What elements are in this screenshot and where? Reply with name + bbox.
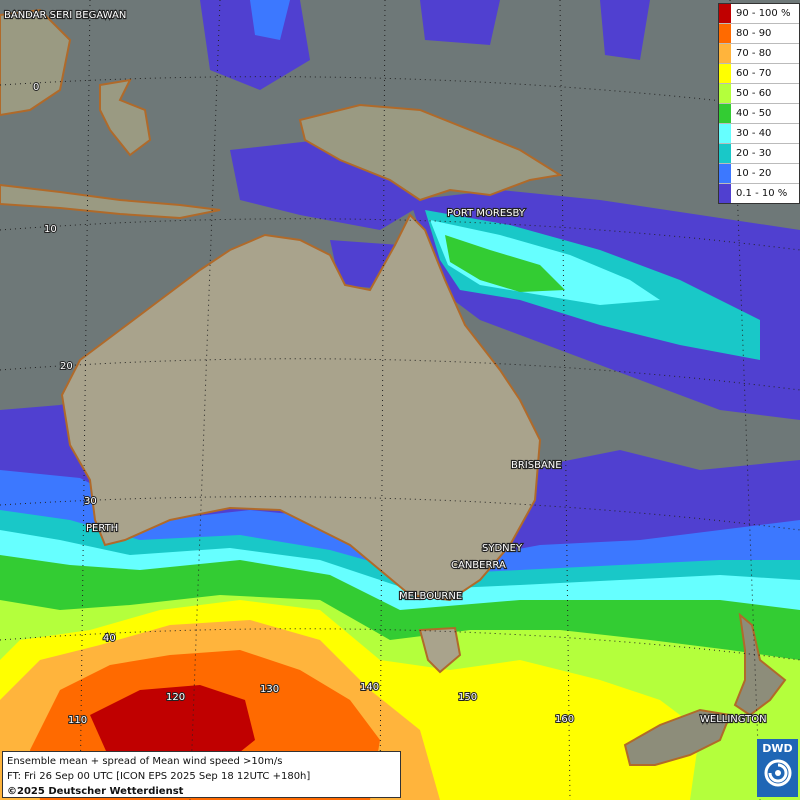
legend-label: 90 - 100 %: [736, 8, 791, 19]
dwd-logo: DWD: [757, 739, 798, 797]
info-copyright: ©2025 Deutscher Wetterdienst: [7, 786, 184, 797]
info-box: Ensemble mean + spread of Mean wind spee…: [2, 751, 401, 798]
legend-item: 80 - 90: [719, 24, 799, 44]
legend-label: 60 - 70: [736, 68, 772, 79]
legend-swatch: [719, 184, 731, 203]
legend-item: 20 - 30: [719, 144, 799, 164]
north-patch-6: [420, 0, 500, 45]
borneo-land: [0, 8, 72, 117]
city-melbourne: MELBOURNE: [399, 591, 462, 602]
legend-label: 70 - 80: [736, 48, 772, 59]
legend-item: 40 - 50: [719, 104, 799, 124]
legend-item: 0.1 - 10 %: [719, 184, 799, 203]
lat-label-0: 0: [33, 82, 39, 93]
legend-swatch: [719, 104, 731, 123]
lon-label-160: 160: [555, 714, 574, 725]
legend-swatch: [719, 124, 731, 143]
legend-label: 0.1 - 10 %: [736, 188, 788, 199]
legend-item: 50 - 60: [719, 84, 799, 104]
lon-label-140: 140: [360, 682, 379, 693]
lat-label-30: 30: [84, 496, 97, 507]
legend-item: 90 - 100 %: [719, 4, 799, 24]
legend-label: 10 - 20: [736, 168, 772, 179]
coral-sea-band-core: [445, 235, 565, 292]
legend-swatch: [719, 44, 731, 63]
legend: 90 - 100 % 80 - 90 70 - 80 60 - 70 50 - 60 40…: [718, 3, 800, 204]
tasmania-land: [418, 626, 462, 674]
city-sydney: SYDNEY: [482, 543, 523, 554]
info-title: Ensemble mean + spread of Mean wind spee…: [7, 756, 283, 767]
lon-label-110: 110: [68, 715, 87, 726]
city-wellington: WELLINGTON: [700, 714, 767, 725]
north-patch-2: [600, 0, 650, 60]
lat-label-40: 40: [103, 633, 116, 644]
info-forecast-time: FT: Fri 26 Sep 00 UTC [ICON EPS 2025 Sep…: [7, 771, 311, 782]
java-islands-land: [0, 183, 221, 220]
city-canberra: CANBERRA: [451, 560, 506, 571]
legend-label: 80 - 90: [736, 28, 772, 39]
legend-label: 40 - 50: [736, 108, 772, 119]
city-brisbane: BRISBANE: [511, 460, 562, 471]
legend-swatch: [719, 144, 731, 163]
coral-sea-band-inner: [430, 220, 660, 305]
prob-band-90-100: [90, 685, 255, 770]
legend-label: 20 - 30: [736, 148, 772, 159]
city-port-moresby: PORT MORESBY: [447, 208, 526, 219]
dwd-swirl-icon: [764, 759, 791, 787]
legend-swatch: [719, 24, 731, 43]
lon-label-150: 150: [458, 692, 477, 703]
city-perth: PERTH: [86, 523, 118, 534]
north-patch-5: [250, 0, 290, 40]
australia-land: [60, 213, 542, 602]
city-bandar-seri-begawan: BANDAR SERI BEGAWAN: [4, 10, 126, 21]
nz-south-island: [623, 708, 732, 766]
legend-item: 10 - 20: [719, 164, 799, 184]
legend-swatch: [719, 4, 731, 23]
lat-label-20: 20: [60, 361, 73, 372]
dwd-logo-text: DWD: [762, 742, 793, 755]
new-guinea-land: [298, 103, 563, 202]
legend-item: 70 - 80: [719, 44, 799, 64]
legend-swatch: [719, 64, 731, 83]
legend-swatch: [719, 164, 731, 183]
nz-north-island: [733, 612, 787, 717]
legend-label: 30 - 40: [736, 128, 772, 139]
legend-swatch: [719, 84, 731, 103]
legend-item: 60 - 70: [719, 64, 799, 84]
lat-label-10: 10: [44, 224, 57, 235]
lon-label-120: 120: [166, 692, 185, 703]
lon-label-130: 130: [260, 684, 279, 695]
legend-item: 30 - 40: [719, 124, 799, 144]
sulawesi-land: [99, 78, 152, 157]
legend-label: 50 - 60: [736, 88, 772, 99]
